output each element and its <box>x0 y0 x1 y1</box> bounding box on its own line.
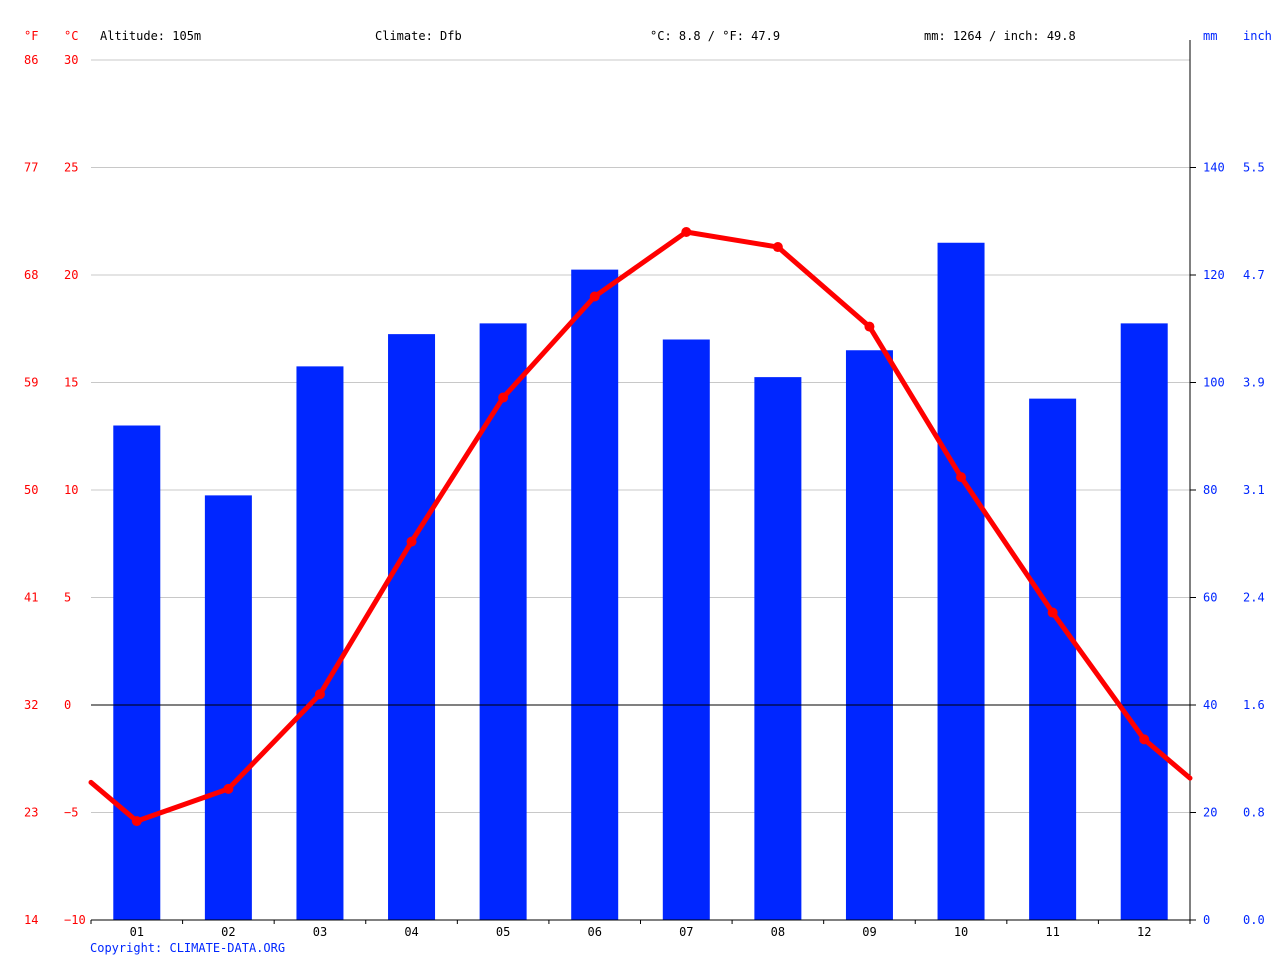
fahrenheit-tick-label: 23 <box>24 806 38 820</box>
month-label: 02 <box>221 925 235 939</box>
temperature-point <box>956 472 967 483</box>
precipitation-bar <box>937 242 985 920</box>
month-label: 10 <box>954 925 968 939</box>
precipitation-bar <box>662 339 710 920</box>
inch-tick-label: 4.7 <box>1243 268 1265 282</box>
mm-tick-label: 100 <box>1203 376 1225 390</box>
mm-tick-label: 40 <box>1203 698 1217 712</box>
celsius-tick-label: 25 <box>64 161 78 175</box>
celsius-tick-label: −10 <box>64 913 86 927</box>
month-label: 07 <box>679 925 693 939</box>
inch-tick-label: 1.6 <box>1243 698 1265 712</box>
temperature-point <box>1139 734 1150 745</box>
celsius-tick-label: 15 <box>64 376 78 390</box>
inch-unit-label: inch <box>1243 29 1272 43</box>
temperature-point <box>1047 607 1058 618</box>
month-label: 01 <box>130 925 144 939</box>
temperature-summary: °C: 8.8 / °F: 47.9 <box>650 29 780 43</box>
mm-tick-label: 80 <box>1203 483 1217 497</box>
celsius-tick-label: 20 <box>64 268 78 282</box>
mm-tick-label: 20 <box>1203 806 1217 820</box>
month-label: 12 <box>1137 925 1151 939</box>
inch-tick-label: 3.9 <box>1243 376 1265 390</box>
temperature-point <box>314 689 325 700</box>
inch-tick-label: 2.4 <box>1243 591 1265 605</box>
temperature-point <box>131 816 142 827</box>
temperature-point <box>223 783 234 794</box>
temperature-point <box>772 242 783 253</box>
precipitation-bar <box>296 366 344 920</box>
celsius-tick-label: 30 <box>64 53 78 67</box>
copyright-link[interactable]: Copyright: CLIMATE-DATA.ORG <box>90 941 285 955</box>
month-label: 11 <box>1045 925 1059 939</box>
precipitation-bar <box>571 269 619 920</box>
month-label: 05 <box>496 925 510 939</box>
fahrenheit-tick-label: 86 <box>24 53 38 67</box>
precipitation-bar <box>479 323 527 920</box>
grid-lines <box>91 59 1190 813</box>
mm-tick-label: 60 <box>1203 591 1217 605</box>
celsius-unit-label: °C <box>64 29 78 43</box>
celsius-tick-label: 0 <box>64 698 71 712</box>
precipitation-bar <box>1029 398 1077 920</box>
inch-tick-label: 0.0 <box>1243 913 1265 927</box>
celsius-tick-label: 10 <box>64 483 78 497</box>
precipitation-bar <box>1120 323 1168 920</box>
temperature-line <box>88 227 1193 827</box>
temperature-point <box>681 227 692 237</box>
fahrenheit-tick-label: 50 <box>24 483 38 497</box>
tick-labels: 14 −10 23 −5 32 0 41 5 50 10 59 15 68 20 77 25 86 30 0 0.0 2… <box>24 53 1265 939</box>
fahrenheit-tick-label: 59 <box>24 376 38 390</box>
mm-tick-label: 0 <box>1203 913 1210 927</box>
chart-axes <box>90 40 1196 924</box>
month-label: 03 <box>313 925 327 939</box>
inch-tick-label: 3.1 <box>1243 483 1265 497</box>
fahrenheit-tick-label: 14 <box>24 913 38 927</box>
precipitation-bar <box>204 495 252 920</box>
mm-unit-label: mm <box>1203 29 1217 43</box>
mm-tick-label: 120 <box>1203 268 1225 282</box>
temperature-point <box>864 321 875 332</box>
fahrenheit-tick-label: 77 <box>24 161 38 175</box>
precipitation-summary: mm: 1264 / inch: 49.8 <box>924 29 1076 43</box>
mm-tick-label: 140 <box>1203 161 1225 175</box>
fahrenheit-tick-label: 41 <box>24 591 38 605</box>
precipitation-bar <box>754 377 802 920</box>
precipitation-bars <box>113 242 1168 920</box>
fahrenheit-unit-label: °F <box>24 29 38 43</box>
inch-tick-label: 0.8 <box>1243 806 1265 820</box>
fahrenheit-tick-label: 68 <box>24 268 38 282</box>
fahrenheit-tick-label: 32 <box>24 698 38 712</box>
temperature-series-line <box>88 229 1193 824</box>
celsius-tick-label: −5 <box>64 806 78 820</box>
month-label: 09 <box>862 925 876 939</box>
altitude-label: Altitude: 105m <box>100 29 201 43</box>
month-label: 08 <box>771 925 785 939</box>
inch-tick-label: 5.5 <box>1243 161 1265 175</box>
temperature-point <box>498 392 509 403</box>
climate-label: Climate: Dfb <box>375 29 462 43</box>
celsius-tick-label: 5 <box>64 591 71 605</box>
temperature-point <box>406 536 417 547</box>
temperature-point <box>589 291 600 302</box>
precipitation-bar <box>388 334 436 920</box>
month-label: 04 <box>404 925 418 939</box>
precipitation-bar <box>845 350 893 920</box>
month-label: 06 <box>587 925 601 939</box>
precipitation-bar <box>113 425 161 920</box>
